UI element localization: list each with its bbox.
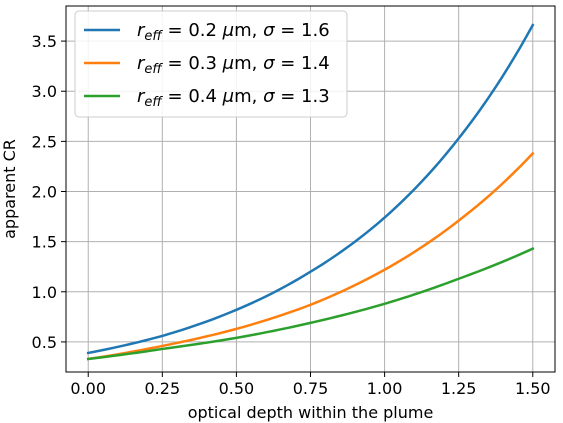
y-tick-label: 3.5 bbox=[32, 32, 57, 51]
series-lines bbox=[86, 23, 535, 361]
legend-unit: m, bbox=[234, 86, 263, 107]
legend-sigma-value: = 1.4 bbox=[275, 53, 330, 74]
x-tick-label: 0.00 bbox=[70, 379, 106, 398]
y-tick-label: 3.0 bbox=[32, 82, 57, 101]
legend-sigma-value: = 1.3 bbox=[275, 86, 330, 107]
series-line-1 bbox=[86, 23, 535, 355]
ticks bbox=[61, 40, 534, 377]
x-axis-label: optical depth within the plume bbox=[188, 403, 434, 422]
legend-symbol-r: r bbox=[137, 20, 146, 41]
legend-symbol-r: r bbox=[137, 86, 146, 107]
x-tick-label: 0.25 bbox=[145, 379, 181, 398]
legend-box bbox=[74, 10, 348, 118]
legend-symbol-r: r bbox=[137, 53, 146, 74]
y-tick-label: 1.5 bbox=[32, 233, 57, 252]
x-tick-label: 1.25 bbox=[441, 379, 477, 398]
y-tick-label: 2.0 bbox=[32, 183, 57, 202]
legend-symbol-mu: μ bbox=[222, 53, 234, 74]
legend-label-2: reff = 0.3 μm, σ = 1.4 bbox=[137, 53, 330, 77]
legend-symbol-sigma: σ bbox=[263, 53, 275, 74]
legend-radius-value: = 0.2 bbox=[162, 20, 223, 41]
tick-labels: 0.00 0.25 0.50 0.75 1.00 1.25 1.50 0.5 1.0 1.5 2.0… bbox=[32, 32, 551, 398]
x-tick-label: 1.00 bbox=[367, 379, 403, 398]
legend-radius-value: = 0.3 bbox=[162, 53, 223, 74]
legend-sigma-value: = 1.6 bbox=[275, 20, 330, 41]
legend-symbol-mu: μ bbox=[222, 86, 234, 107]
legend-subscript: eff bbox=[144, 62, 163, 77]
legend-radius-value: = 0.4 bbox=[162, 86, 223, 107]
legend-symbol-mu: μ bbox=[222, 20, 234, 41]
legend-subscript: eff bbox=[144, 29, 163, 44]
legend-symbol-sigma: σ bbox=[263, 86, 275, 107]
legend-label-3: reff = 0.4 μm, σ = 1.3 bbox=[137, 86, 330, 110]
y-axis-label: apparent CR bbox=[0, 139, 19, 239]
x-tick-label: 0.75 bbox=[293, 379, 329, 398]
series-line-3 bbox=[86, 247, 535, 361]
y-tick-label: 1.0 bbox=[32, 283, 57, 302]
y-tick-label: 2.5 bbox=[32, 132, 57, 151]
legend-unit: m, bbox=[234, 53, 263, 74]
legend-symbol-sigma: σ bbox=[263, 20, 275, 41]
y-tick-label: 0.5 bbox=[32, 333, 57, 352]
x-tick-label: 1.50 bbox=[515, 379, 551, 398]
legend-label-1: reff = 0.2 μm, σ = 1.6 bbox=[137, 20, 330, 44]
legend-unit: m, bbox=[234, 20, 263, 41]
x-tick-label: 0.50 bbox=[219, 379, 255, 398]
legend-subscript: eff bbox=[144, 95, 163, 110]
series-line-2 bbox=[86, 151, 535, 361]
